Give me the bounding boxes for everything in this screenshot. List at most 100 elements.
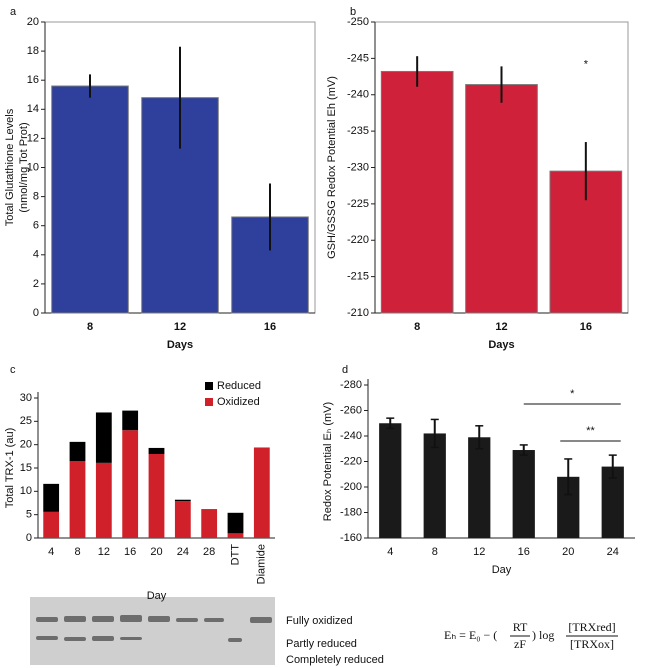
x-axis-label: Days: [488, 339, 514, 351]
y-tick-label: -220: [347, 234, 369, 246]
x-tick-label: 16: [124, 546, 136, 558]
equation-text: [TRXred]: [568, 620, 615, 634]
bar: [51, 85, 129, 314]
gel-label: Fully oxidized: [286, 615, 353, 627]
bar-segment: [201, 509, 218, 538]
bar-segment: [69, 441, 86, 461]
bar: [557, 476, 580, 538]
y-tick-label: -225: [347, 198, 369, 210]
bar-segment: [43, 483, 60, 512]
equation-text: [TRXox]: [570, 637, 614, 651]
x-tick-label: 16: [580, 321, 592, 333]
y-tick-label: -160: [340, 532, 362, 544]
annotation: *: [584, 58, 589, 70]
gel-label: Completely reduced: [286, 654, 384, 666]
bar-segment: [253, 447, 270, 538]
x-tick-label: 16: [264, 321, 276, 333]
equation-text: RT: [513, 620, 528, 634]
equation-text: zF: [514, 637, 526, 651]
x-tick-label: 12: [174, 321, 186, 333]
legend-swatch: [205, 382, 213, 390]
y-tick-label: 0: [33, 307, 39, 319]
gel-background: [30, 597, 275, 665]
bar: [423, 433, 446, 538]
x-axis-label: Days: [167, 339, 193, 351]
x-tick-label: 8: [74, 546, 80, 558]
x-tick-label: DTT: [229, 544, 241, 566]
y-tick-label: -200: [340, 481, 362, 493]
bar: [380, 70, 454, 314]
bar-segment: [122, 430, 139, 538]
y-tick-label: -215: [347, 271, 369, 283]
y-axis-label: Total TRX-1 (au): [4, 428, 16, 509]
y-tick-label: -280: [340, 379, 362, 391]
legend-label: Reduced: [217, 380, 261, 392]
x-axis-label: Day: [492, 564, 512, 576]
y-tick-label: 5: [26, 509, 32, 521]
y-tick-label: -230: [347, 161, 369, 173]
panel-letter: c: [10, 364, 16, 376]
x-tick-label: 12: [495, 321, 507, 333]
bar-segment: [122, 410, 139, 431]
y-tick-label: -250: [347, 16, 369, 28]
bar-segment: [69, 461, 86, 538]
bar-segment: [43, 511, 60, 538]
x-tick-label: 8: [414, 321, 420, 333]
bar: [468, 437, 491, 538]
y-tick-label: 8: [33, 191, 39, 203]
panel-letter: a: [10, 6, 17, 18]
bar-segment: [174, 501, 191, 538]
y-tick-label: 15: [20, 462, 32, 474]
bar-segment: [227, 533, 244, 538]
gel-bands: [36, 615, 272, 642]
bar-segment: [95, 412, 112, 463]
y-tick-label: 18: [27, 45, 39, 57]
bar-segment: [174, 499, 191, 502]
legend-label: Oxidized: [217, 396, 260, 408]
panel-letter: b: [350, 6, 356, 18]
x-tick-label: 8: [432, 546, 438, 558]
y-tick-label: 20: [20, 439, 32, 451]
y-axis-label: GSH/GSSG Redox Potential Eh (mV): [326, 76, 338, 259]
y-tick-label: 2: [33, 278, 39, 290]
x-tick-label: 24: [177, 546, 189, 558]
y-tick-label: 20: [27, 16, 39, 28]
y-tick-label: 10: [20, 485, 32, 497]
x-axis-label: Day: [147, 590, 167, 602]
bar: [465, 84, 538, 314]
legend-swatch: [205, 398, 213, 406]
y-tick-label: 6: [33, 220, 39, 232]
y-tick-label: -210: [347, 307, 369, 319]
y-tick-label: -260: [340, 404, 362, 416]
bar: [512, 450, 535, 538]
equation-lhs: Eₕ = E₀ − (: [444, 628, 497, 642]
x-tick-label: 12: [473, 546, 485, 558]
bar-segment: [148, 447, 165, 454]
gel-image: [30, 597, 275, 665]
y-tick-label: 30: [20, 392, 32, 404]
annotation: *: [570, 388, 575, 400]
x-tick-label: 4: [48, 546, 54, 558]
y-tick-label: -245: [347, 52, 369, 64]
y-tick-label: 0: [26, 532, 32, 544]
y-axis-sublabel: (nmol/mg Tot Prot): [18, 122, 30, 212]
y-tick-label: -240: [340, 430, 362, 442]
gel-label: Partly reduced: [286, 638, 357, 650]
x-tick-label: 8: [87, 321, 93, 333]
x-tick-label: 4: [387, 546, 393, 558]
y-axis-label: Redox Potential Eₕ (mV): [322, 402, 334, 521]
bar-segment: [227, 512, 244, 534]
bar-segment: [148, 454, 165, 538]
equation-text: ) log: [532, 628, 554, 642]
y-tick-label: 25: [20, 415, 32, 427]
x-tick-label: Diamide: [256, 544, 268, 584]
y-tick-label: 4: [33, 249, 39, 261]
x-tick-label: 12: [98, 546, 110, 558]
y-axis-label: Total Glutathione Levels: [4, 108, 16, 226]
y-tick-label: -235: [347, 125, 369, 137]
y-tick-label: 12: [27, 132, 39, 144]
y-tick-label: -180: [340, 506, 362, 518]
panel-letter: d: [342, 364, 348, 376]
x-tick-label: 24: [607, 546, 619, 558]
y-tick-label: -240: [347, 89, 369, 101]
